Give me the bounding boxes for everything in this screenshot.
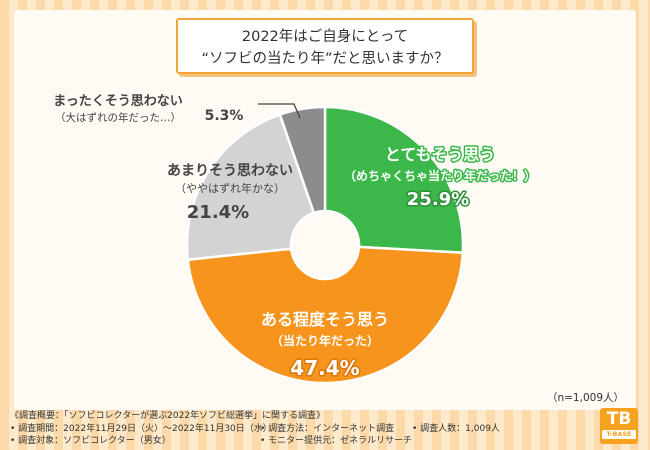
logo-name: T-BASE (602, 430, 636, 439)
logo-mark: TB (606, 409, 632, 429)
title-line-2: “ソフビの当たり年”だと思いますか？ (201, 51, 449, 67)
title-line-1: 2022年はご自身にとって (241, 29, 409, 45)
slice-value-label: 21.4% (187, 202, 249, 223)
donut-slice (186, 245, 465, 385)
donut-slice (185, 112, 316, 262)
survey-provider: • モニター提供元：ゼネラルリサーチ (260, 436, 413, 446)
sample-size-note: （n=1,009人） (546, 392, 624, 404)
donut-slice (278, 105, 327, 215)
survey-method: • 調査方法：インターネット調査 (260, 423, 395, 434)
slice-value-label: 5.3% (205, 108, 244, 124)
slice-label: まったくそう思わない (53, 94, 182, 109)
slice-sublabel: （大はずれの年だった…） (55, 111, 181, 124)
survey-target: • 調査対象：ソフビコレクター（男女） (10, 436, 171, 446)
slice-label: とてもそう思う (385, 145, 495, 164)
survey-period: • 調査期間：2022年11月29日（火）～2022年11月30日（水） (10, 423, 272, 434)
slice-label: あまりそう思わない (167, 163, 293, 179)
chart-title: 2022年はご自身にとって “ソフビの当たり年”だと思いますか？ (176, 18, 474, 74)
survey-overview: 《調査概要：「ソフビコレクターが選ぶ2022年ソフビ総選挙」に関する調査》 • … (10, 410, 590, 448)
slice-label: ある程度そう思う (261, 310, 389, 329)
slice-value-label: 47.4% (290, 356, 359, 380)
slice-sublabel: （ややはずれ年かな） (175, 181, 285, 195)
survey-count: • 調査人数：1,009人 (412, 423, 500, 434)
slice-value-label: 25.9% (407, 189, 469, 210)
donut-slice (323, 105, 465, 255)
leader-line (258, 103, 301, 119)
slice-sublabel: （当たり年だった） (271, 333, 379, 348)
survey-overview-title: 《調査概要：「ソフビコレクターが選ぶ2022年ソフビ総選挙」に関する調査》 (10, 411, 326, 421)
slice-sublabel: （めちゃくちゃ当たり年だった！） (344, 168, 536, 183)
tbase-logo: TB T-BASE (600, 408, 638, 444)
